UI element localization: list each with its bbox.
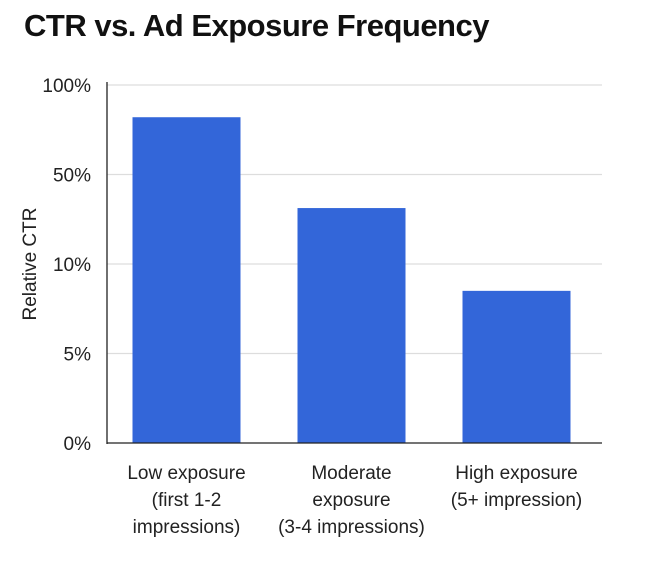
x-tick-label: exposure bbox=[312, 490, 390, 511]
bar bbox=[297, 208, 406, 443]
x-tick-label: High exposure bbox=[455, 463, 578, 484]
y-tick-label: 100% bbox=[42, 76, 91, 97]
x-tick-label: impressions) bbox=[133, 517, 241, 538]
x-tick-label: (5+ impression) bbox=[451, 490, 582, 511]
x-tick-label: (3-4 impressions) bbox=[278, 517, 425, 538]
bar bbox=[462, 290, 571, 443]
y-tick-label: 5% bbox=[64, 345, 92, 366]
bar bbox=[132, 117, 241, 443]
y-tick-label: 0% bbox=[64, 434, 92, 455]
x-tick-label: Low exposure bbox=[127, 463, 245, 484]
x-tick-label: (first 1-2 bbox=[152, 490, 222, 511]
x-tick-label: Moderate bbox=[311, 463, 391, 484]
y-tick-label: 10% bbox=[53, 255, 91, 276]
y-axis-label: Relative CTR bbox=[20, 208, 41, 321]
y-tick-label: 50% bbox=[53, 166, 91, 187]
chart-title: CTR vs. Ad Exposure Frequency bbox=[24, 8, 489, 43]
